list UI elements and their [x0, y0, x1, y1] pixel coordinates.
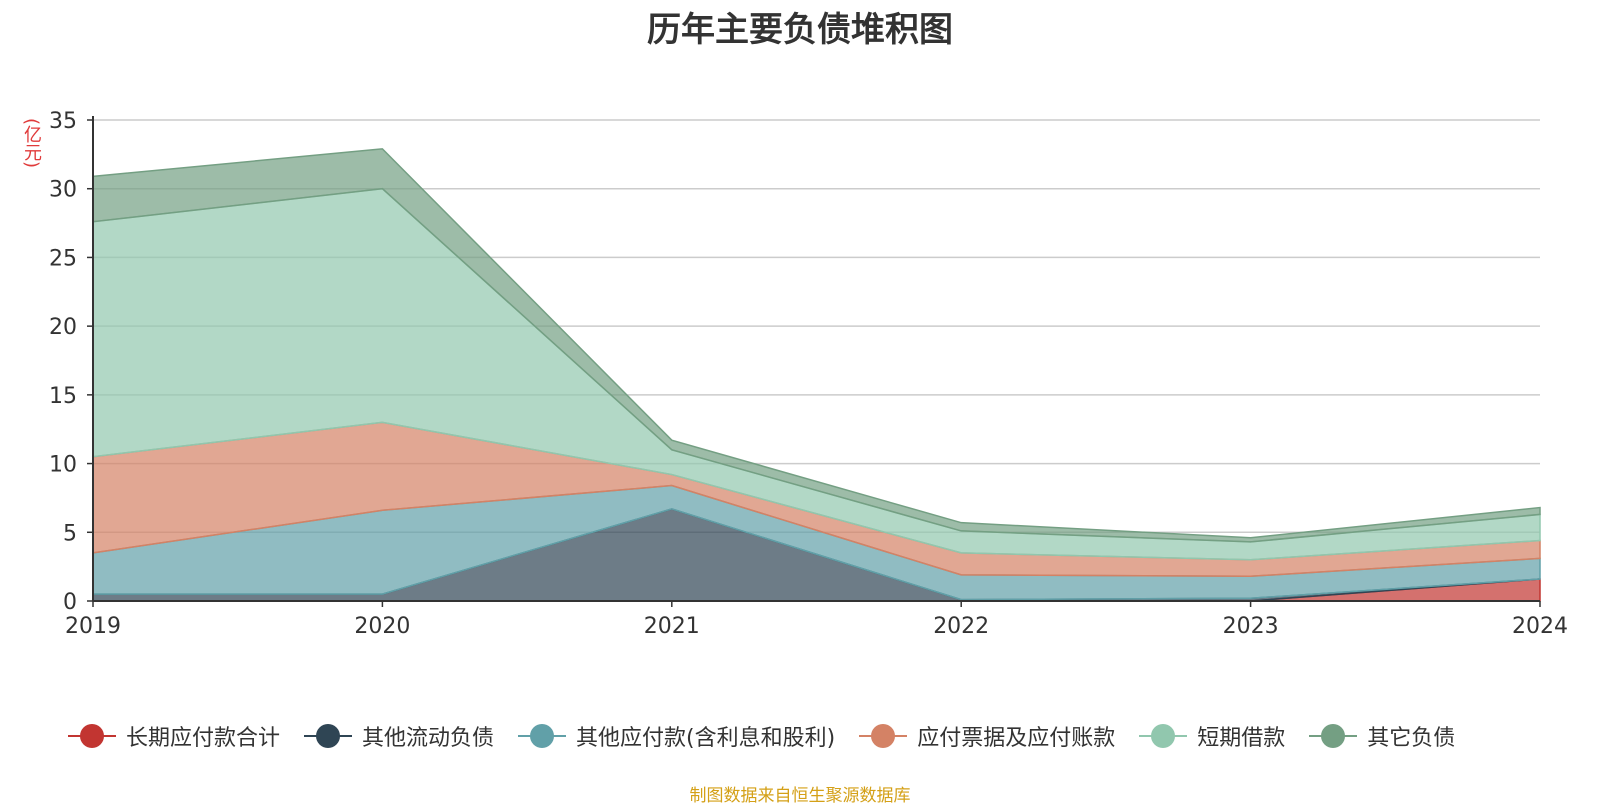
legend-marker [859, 724, 908, 748]
legend-item[interactable]: 长期应付款合计 [68, 720, 280, 752]
legend: 长期应付款合计 其他流动负债 其他应付款(含利息和股利) 应付票据及应付账款 短期借款 其… [68, 720, 1455, 752]
area-layers [92, 148, 1541, 602]
source-note: 制图数据来自恒生聚源数据库 [689, 786, 911, 806]
y-axis-unit-label: (亿元) [21, 118, 42, 169]
tick-labels: 0 5 10 15 20 25 30 35 2019 2020 2021 2022 2023 2024 [49, 109, 1568, 639]
axes [87, 116, 1541, 607]
legend-label: 其他流动负债 [362, 726, 495, 751]
legend-marker [304, 724, 353, 748]
y-tick-label: 20 [49, 315, 77, 340]
legend-item[interactable]: 其他应付款(含利息和股利) [518, 720, 835, 752]
x-tick-label: 2022 [933, 614, 989, 639]
x-tick-label: 2021 [644, 614, 700, 639]
area-series [92, 148, 1541, 543]
legend-marker [1139, 724, 1188, 748]
legend-label: 短期借款 [1197, 726, 1286, 751]
legend-marker [1309, 724, 1358, 748]
y-tick-label: 35 [49, 109, 77, 134]
y-tick-label: 10 [49, 453, 77, 478]
x-tick-label: 2024 [1512, 614, 1568, 639]
y-tick-label: 30 [49, 178, 77, 203]
y-tick-label: 15 [49, 384, 77, 409]
legend-item[interactable]: 其他流动负债 [304, 720, 494, 752]
x-tick-label: 2019 [65, 614, 121, 639]
stacked-area-chart: 0 5 10 15 20 25 30 35 2019 2020 2021 2022 2023 2024 [49, 109, 1568, 639]
x-tick-label: 2023 [1223, 614, 1279, 639]
legend-item[interactable]: 应付票据及应付账款 [859, 720, 1115, 752]
legend-item[interactable]: 其它负债 [1309, 720, 1455, 752]
y-tick-label: 5 [63, 521, 77, 546]
legend-label: 应付票据及应付账款 [917, 726, 1116, 751]
legend-marker [518, 724, 567, 748]
legend-label: 长期应付款合计 [126, 726, 281, 751]
y-tick-label: 25 [49, 246, 77, 271]
x-tick-label: 2020 [354, 614, 410, 639]
legend-marker [68, 724, 116, 748]
legend-label: 其他应付款(含利息和股利) [576, 726, 836, 751]
chart-title: 历年主要负债堆积图 [647, 10, 953, 50]
y-tick-label: 0 [63, 590, 77, 615]
legend-label: 其它负债 [1367, 726, 1456, 751]
legend-item[interactable]: 短期借款 [1139, 720, 1285, 752]
